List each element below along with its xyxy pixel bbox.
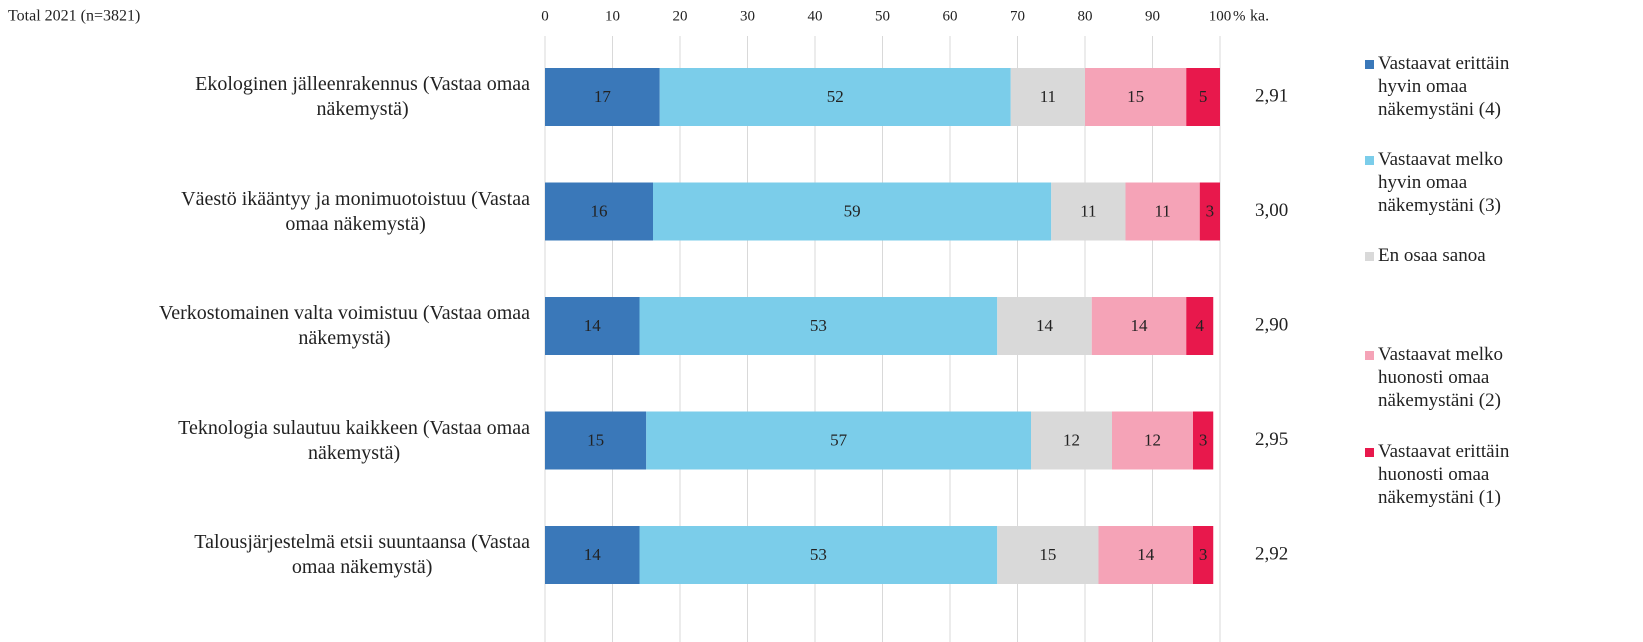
x-tick-label: 40 [808, 8, 823, 24]
bar-segment [545, 182, 653, 241]
value-label: 52 [827, 87, 844, 106]
category-label: Väestö ikääntyy ja monimuotoistuu (Vasta… [0, 187, 530, 237]
value-label: 5 [1199, 87, 1208, 106]
x-tick-label: 0 [541, 8, 549, 24]
bar-segment [639, 297, 998, 355]
legend-label: Vastaavat melko huonosti omaa näkemystän… [1378, 343, 1503, 412]
legend-label: En osaa sanoa [1378, 244, 1486, 267]
x-unit: % [1233, 8, 1246, 24]
x-tick-label: 70 [1010, 8, 1025, 24]
x-tick-label: 80 [1078, 8, 1093, 24]
bar-segment [545, 68, 660, 126]
value-label: 14 [1131, 316, 1149, 335]
x-tick-label: 30 [740, 8, 755, 24]
value-label: 15 [587, 430, 604, 449]
value-label: 59 [844, 201, 861, 220]
bar-segment [659, 68, 1011, 126]
value-label: 11 [1080, 201, 1096, 220]
bar-segment [545, 297, 640, 355]
value-label: 14 [584, 545, 602, 564]
x-tick-label: 90 [1145, 8, 1160, 24]
value-label: 3 [1199, 430, 1208, 449]
category-label-text: Verkostomainen valta voimistuu (Vastaa o… [158, 302, 530, 349]
legend-label: Vastaavat erittäin hyvin omaa näkemystän… [1378, 52, 1509, 121]
mean-header: ka. [1250, 8, 1269, 25]
x-tick-label: 50 [875, 8, 890, 24]
x-tick-label: 100 [1209, 8, 1232, 24]
category-label-text: Väestö ikääntyy ja monimuotoistuu (Vasta… [181, 187, 530, 235]
value-label: 16 [591, 201, 608, 220]
bar-segment [997, 526, 1099, 584]
category-label: Teknologia sulautuu kaikkeen (Vastaa oma… [0, 416, 530, 466]
bar-segment [1193, 411, 1214, 470]
bar-segment [653, 182, 1052, 241]
bar-segment [1085, 68, 1187, 126]
bar-segment [1186, 297, 1214, 355]
chart-title: Total 2021 (n=3821) [8, 8, 140, 25]
value-label: 12 [1144, 430, 1161, 449]
bar-segment [1199, 182, 1220, 241]
category-label-text: Ekologinen jälleenrakennus (Vastaa omaa … [195, 73, 530, 120]
bar-segment [545, 411, 647, 470]
value-label: 3 [1199, 545, 1208, 564]
value-label: 17 [594, 87, 612, 106]
bar-segment [1010, 68, 1085, 126]
value-label: 11 [1040, 87, 1056, 106]
legend-label-text: Vastaavat melko huonosti omaa näkemystän… [1378, 344, 1504, 411]
value-label: 12 [1063, 430, 1080, 449]
x-tick-label: 60 [943, 8, 958, 24]
x-tick-label: 20 [673, 8, 688, 24]
value-label: 15 [1039, 545, 1056, 564]
legend-label-text: En osaa sanoa [1378, 245, 1486, 266]
legend-swatch [1365, 448, 1374, 457]
category-label-text: Talousjärjestelmä etsii suuntaansa (Vast… [194, 531, 530, 578]
legend-label-text: Vastaavat erittäin huonosti omaa näkemys… [1378, 441, 1510, 508]
category-label-text: Teknologia sulautuu kaikkeen (Vastaa oma… [178, 416, 530, 464]
mean-label: 2,95 [1255, 429, 1288, 450]
bar-segment [1091, 297, 1187, 355]
value-label: 14 [1137, 545, 1155, 564]
mean-label: 2,90 [1255, 314, 1288, 335]
bar-segment [1031, 411, 1112, 470]
value-label: 53 [810, 316, 827, 335]
value-label: 14 [1036, 316, 1054, 335]
legend-swatch [1365, 60, 1374, 69]
value-label: 3 [1206, 201, 1215, 220]
mean-label: 3,00 [1255, 200, 1288, 221]
x-tick-label: 10 [605, 8, 620, 24]
value-label: 11 [1154, 201, 1170, 220]
category-label: Ekologinen jälleenrakennus (Vastaa omaa … [0, 72, 530, 122]
value-label: 53 [810, 545, 827, 564]
bar-segment [646, 411, 1031, 470]
mean-label: 2,91 [1255, 85, 1288, 106]
bar-segment [1112, 411, 1193, 470]
bar-segment [997, 297, 1092, 355]
value-label: 15 [1127, 87, 1144, 106]
bar-segment [1186, 68, 1220, 126]
legend-label: Vastaavat erittäin huonosti omaa näkemys… [1378, 440, 1509, 509]
bar-segment [1193, 526, 1214, 584]
bar-segment [1125, 182, 1200, 241]
legend-label-text: Vastaavat erittäin hyvin omaa näkemystän… [1378, 53, 1510, 120]
legend-swatch [1365, 252, 1374, 261]
mean-label: 2,92 [1255, 543, 1288, 564]
value-label: 57 [830, 430, 848, 449]
legend-label: Vastaavat melko hyvin omaa näkemystäni (… [1378, 148, 1503, 217]
category-label: Talousjärjestelmä etsii suuntaansa (Vast… [0, 530, 530, 580]
category-label: Verkostomainen valta voimistuu (Vastaa o… [0, 301, 530, 351]
legend-swatch [1365, 156, 1374, 165]
bar-segment [1051, 182, 1126, 241]
value-label: 4 [1196, 316, 1205, 335]
bar-segment [545, 526, 640, 584]
legend-swatch [1365, 351, 1374, 360]
bar-segment [639, 526, 998, 584]
value-label: 14 [584, 316, 602, 335]
bar-segment [1098, 526, 1193, 584]
legend-label-text: Vastaavat melko hyvin omaa näkemystäni (… [1378, 149, 1504, 216]
